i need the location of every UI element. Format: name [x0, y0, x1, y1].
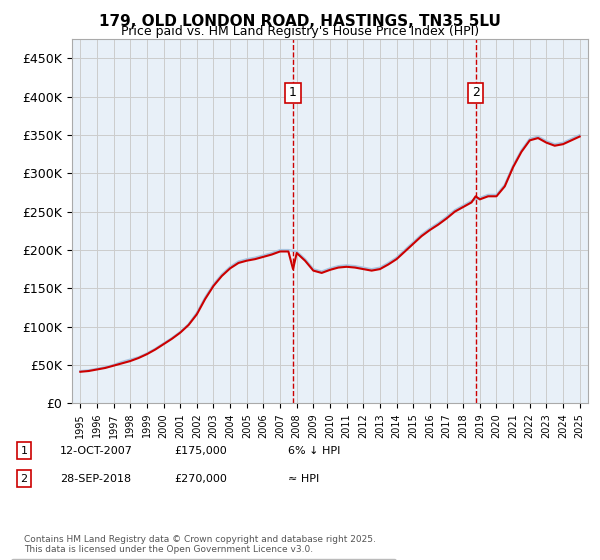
- Text: 2: 2: [472, 86, 479, 99]
- Text: Contains HM Land Registry data © Crown copyright and database right 2025.
This d: Contains HM Land Registry data © Crown c…: [24, 535, 376, 554]
- Text: 179, OLD LONDON ROAD, HASTINGS, TN35 5LU: 179, OLD LONDON ROAD, HASTINGS, TN35 5LU: [99, 14, 501, 29]
- Text: ≈ HPI: ≈ HPI: [288, 474, 319, 484]
- Text: 12-OCT-2007: 12-OCT-2007: [60, 446, 133, 456]
- Text: 28-SEP-2018: 28-SEP-2018: [60, 474, 131, 484]
- Text: 6% ↓ HPI: 6% ↓ HPI: [288, 446, 340, 456]
- Text: 1: 1: [289, 86, 297, 99]
- Text: 2: 2: [20, 474, 28, 484]
- Text: 1: 1: [20, 446, 28, 456]
- Text: £270,000: £270,000: [174, 474, 227, 484]
- Text: £175,000: £175,000: [174, 446, 227, 456]
- Text: Price paid vs. HM Land Registry's House Price Index (HPI): Price paid vs. HM Land Registry's House …: [121, 25, 479, 38]
- Legend: 179, OLD LONDON ROAD, HASTINGS, TN35 5LU (semi-detached house), HPI: Average pri: 179, OLD LONDON ROAD, HASTINGS, TN35 5LU…: [11, 559, 397, 560]
